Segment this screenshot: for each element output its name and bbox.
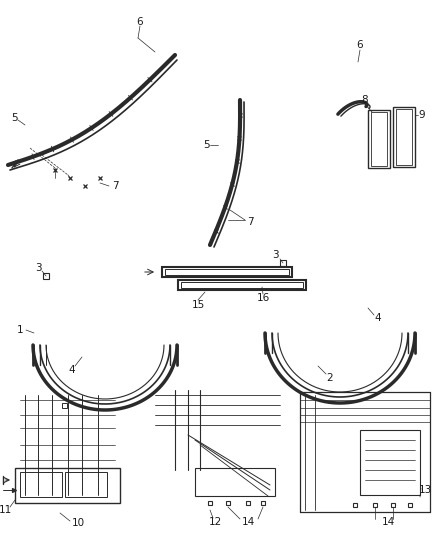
- Bar: [181, 282, 303, 288]
- Text: 12: 12: [208, 517, 222, 527]
- Bar: [195, 468, 275, 496]
- Text: 1: 1: [17, 325, 23, 335]
- Bar: [15, 468, 120, 503]
- Text: 4: 4: [69, 365, 75, 375]
- Text: 13: 13: [418, 485, 431, 495]
- Text: 3: 3: [272, 250, 278, 260]
- Text: 16: 16: [256, 293, 270, 303]
- Text: 5: 5: [203, 140, 209, 150]
- Text: 14: 14: [381, 517, 395, 527]
- Text: 5: 5: [11, 113, 18, 123]
- Bar: [178, 280, 306, 290]
- Text: 2: 2: [327, 373, 333, 383]
- Text: 7: 7: [247, 217, 253, 227]
- Bar: [368, 110, 390, 168]
- Bar: [20, 472, 62, 497]
- Bar: [165, 269, 289, 275]
- Bar: [393, 107, 415, 167]
- Text: 6: 6: [357, 40, 363, 50]
- Text: 8: 8: [362, 95, 368, 105]
- Bar: [396, 109, 412, 165]
- Text: 6: 6: [137, 17, 143, 27]
- Text: 9: 9: [419, 110, 425, 120]
- Text: 7: 7: [112, 181, 118, 191]
- Text: 10: 10: [71, 518, 85, 528]
- Text: 14: 14: [241, 517, 254, 527]
- Text: 11: 11: [0, 505, 12, 515]
- Text: 3: 3: [35, 263, 41, 273]
- Bar: [371, 112, 387, 166]
- Bar: [162, 267, 292, 277]
- Bar: [65, 472, 107, 497]
- Bar: [62, 403, 67, 408]
- Text: 15: 15: [191, 300, 205, 310]
- Text: 4: 4: [374, 313, 381, 323]
- Bar: [360, 430, 420, 495]
